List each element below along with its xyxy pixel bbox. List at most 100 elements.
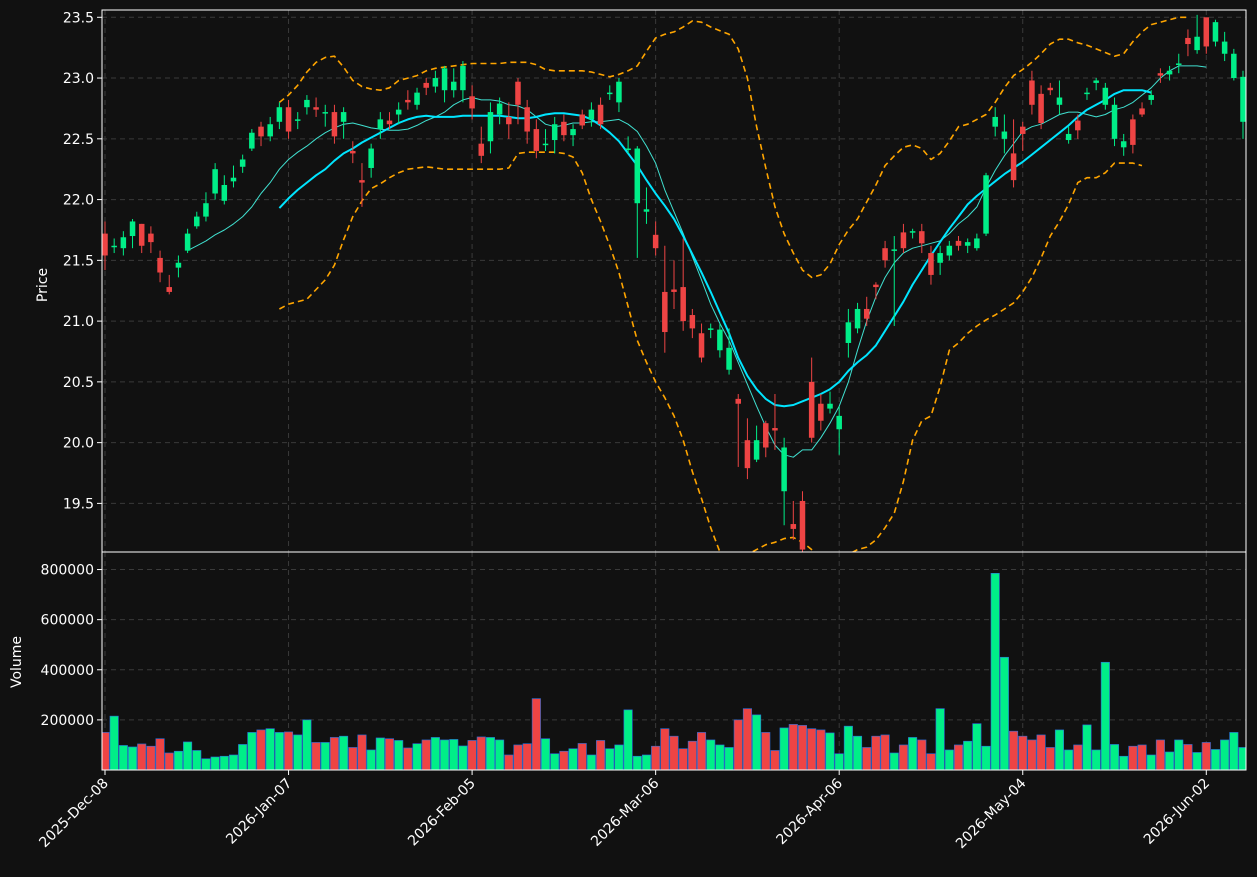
volume-tick-label: 800000 xyxy=(41,563,94,579)
volume-bar xyxy=(256,729,266,770)
candle-body xyxy=(230,177,237,182)
candle-body xyxy=(212,169,218,194)
volume-bar xyxy=(403,747,413,770)
candle-body xyxy=(350,150,356,154)
candle-body xyxy=(194,216,200,227)
volume-bar xyxy=(669,735,679,770)
price-tick-label: 19.5 xyxy=(63,496,94,512)
volume-bar xyxy=(715,744,725,770)
candle-body xyxy=(184,233,191,251)
candle-body xyxy=(909,231,916,233)
candle-body xyxy=(129,221,136,237)
volume-bar xyxy=(339,735,349,770)
candle-body xyxy=(900,232,907,249)
candle-body xyxy=(808,381,815,438)
volume-bar xyxy=(788,724,798,770)
volume-bar xyxy=(1128,745,1138,770)
candle-body xyxy=(662,291,668,333)
candle-body xyxy=(1102,87,1109,105)
candle-body xyxy=(1029,80,1035,105)
volume-bar xyxy=(348,747,358,770)
volume-bar xyxy=(761,732,771,770)
candle-body xyxy=(1221,41,1228,54)
candle-body xyxy=(340,112,347,122)
candle-body xyxy=(551,124,558,141)
candle-body xyxy=(203,203,209,217)
volume-bar xyxy=(586,754,596,770)
candle-body xyxy=(1047,87,1054,91)
volume-bar xyxy=(1146,754,1156,770)
candle-body xyxy=(763,423,769,448)
volume-bar xyxy=(678,748,688,770)
volume-bar xyxy=(660,728,670,770)
candle-body xyxy=(955,240,962,246)
volume-bar xyxy=(834,753,844,770)
volume-bar xyxy=(183,741,193,770)
volume-bar xyxy=(421,739,431,770)
volume-bar xyxy=(1210,749,1220,770)
volume-bar xyxy=(1192,752,1202,770)
volume-bar xyxy=(1220,739,1230,770)
candle-body xyxy=(294,119,301,121)
candle-body xyxy=(450,81,457,91)
volume-bar xyxy=(1073,744,1083,770)
volume-bar xyxy=(1082,724,1092,770)
volume-bar xyxy=(623,709,633,770)
volume-axis-label: Volume xyxy=(9,636,25,688)
volume-bar xyxy=(513,744,523,770)
candle-body xyxy=(1010,153,1017,181)
candle-body xyxy=(386,120,393,125)
volume-bar xyxy=(118,745,128,770)
volume-bar xyxy=(102,732,110,770)
price-axis-label: Price xyxy=(35,268,51,302)
candle-body xyxy=(854,308,861,329)
candle-body xyxy=(276,107,283,122)
ma-slow-line xyxy=(278,89,1152,408)
candle-body xyxy=(441,68,448,91)
candle-body xyxy=(735,398,741,404)
volume-panel-frame xyxy=(101,551,1247,771)
ma-fast-line xyxy=(187,65,1207,458)
candle-body xyxy=(1212,22,1219,42)
candle-body xyxy=(974,238,980,249)
volume-bar xyxy=(687,740,697,770)
volume-bar xyxy=(265,728,275,770)
candle-body xyxy=(1120,141,1127,148)
volume-bar xyxy=(302,719,312,770)
volume-bar xyxy=(1064,749,1074,770)
volume-bar xyxy=(476,736,486,770)
candle-body xyxy=(1111,104,1118,139)
candle-body xyxy=(625,148,631,151)
volume-tick-label: 600000 xyxy=(41,613,94,629)
candle-body xyxy=(964,242,971,246)
candle-body xyxy=(634,148,641,204)
candle-body xyxy=(836,415,842,430)
bollinger-upper-line xyxy=(278,16,1188,279)
volume-bar xyxy=(201,758,211,770)
volume-bar xyxy=(384,738,395,770)
volume-bar xyxy=(531,698,541,770)
candle-body xyxy=(946,245,953,256)
candle-body xyxy=(175,262,182,268)
candle-body xyxy=(1176,63,1182,65)
candle-body xyxy=(983,175,989,234)
volume-bar xyxy=(596,740,606,770)
price-tick-label: 22.5 xyxy=(63,132,94,148)
volume-bar xyxy=(146,745,156,770)
volume-bar xyxy=(329,737,339,770)
candle-body xyxy=(331,112,338,137)
volume-tick-label: 400000 xyxy=(41,663,94,679)
price-tick-label: 21.5 xyxy=(63,253,94,269)
volume-bar xyxy=(1054,729,1064,770)
volume-bars xyxy=(102,572,1246,770)
volume-bar xyxy=(1137,744,1147,770)
volume-bar xyxy=(357,734,367,770)
candle-body xyxy=(414,92,420,105)
candle-body xyxy=(423,82,429,88)
volume-bar xyxy=(651,745,661,770)
volume-bar xyxy=(495,739,505,770)
volume-bar xyxy=(192,750,202,770)
volume-bar xyxy=(311,742,321,770)
volume-bar xyxy=(458,745,468,770)
